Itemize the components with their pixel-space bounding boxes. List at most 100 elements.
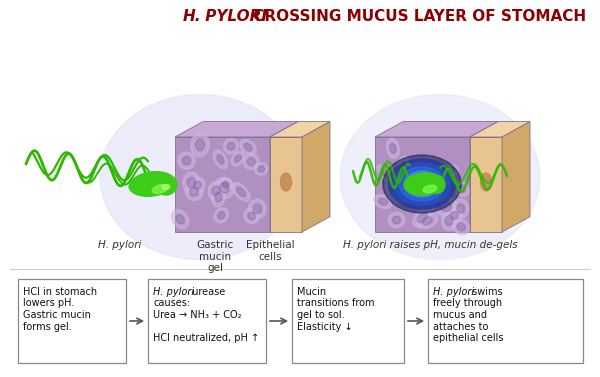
Text: attaches to: attaches to: [433, 322, 488, 331]
Ellipse shape: [212, 186, 220, 196]
Ellipse shape: [400, 162, 407, 173]
Text: lowers pH.: lowers pH.: [23, 299, 74, 308]
Ellipse shape: [152, 185, 168, 193]
Ellipse shape: [236, 187, 245, 196]
Ellipse shape: [389, 143, 396, 153]
Ellipse shape: [374, 195, 392, 208]
Ellipse shape: [454, 180, 469, 197]
Ellipse shape: [458, 184, 465, 193]
Polygon shape: [270, 122, 330, 137]
Ellipse shape: [404, 173, 444, 195]
Ellipse shape: [244, 154, 259, 170]
Text: gel to sol.: gel to sol.: [297, 310, 344, 320]
Ellipse shape: [399, 167, 445, 201]
Ellipse shape: [383, 155, 461, 213]
Ellipse shape: [248, 212, 256, 220]
Ellipse shape: [440, 202, 452, 212]
Ellipse shape: [457, 204, 464, 213]
Ellipse shape: [418, 213, 427, 222]
Ellipse shape: [450, 212, 458, 219]
Ellipse shape: [253, 204, 262, 214]
Ellipse shape: [392, 186, 411, 204]
Ellipse shape: [442, 211, 457, 230]
Ellipse shape: [410, 175, 434, 193]
Ellipse shape: [191, 133, 209, 156]
Ellipse shape: [413, 209, 432, 227]
Ellipse shape: [435, 177, 442, 184]
Ellipse shape: [435, 197, 457, 217]
Ellipse shape: [377, 165, 394, 182]
Ellipse shape: [194, 181, 201, 189]
Ellipse shape: [212, 187, 226, 207]
Ellipse shape: [182, 156, 191, 165]
Ellipse shape: [423, 185, 437, 193]
Text: HCl in stomach: HCl in stomach: [23, 287, 97, 297]
Text: urease: urease: [189, 287, 225, 297]
Text: transitions from: transitions from: [297, 299, 374, 308]
Text: H. pylori: H. pylori: [153, 287, 194, 297]
Text: H. pylori: H. pylori: [433, 287, 474, 297]
Ellipse shape: [172, 210, 189, 228]
Ellipse shape: [217, 155, 224, 164]
Ellipse shape: [231, 152, 244, 166]
Polygon shape: [375, 122, 498, 137]
Ellipse shape: [386, 175, 406, 195]
Ellipse shape: [215, 192, 222, 202]
Text: epithelial cells: epithelial cells: [433, 333, 503, 343]
Polygon shape: [302, 122, 330, 232]
Ellipse shape: [445, 216, 453, 225]
Ellipse shape: [208, 181, 224, 201]
Polygon shape: [470, 137, 502, 232]
Ellipse shape: [391, 180, 401, 190]
Ellipse shape: [453, 219, 470, 235]
FancyBboxPatch shape: [148, 279, 266, 363]
Ellipse shape: [178, 152, 195, 169]
Ellipse shape: [381, 169, 390, 178]
Ellipse shape: [196, 139, 205, 151]
Ellipse shape: [220, 183, 229, 193]
Ellipse shape: [190, 187, 199, 196]
Ellipse shape: [432, 174, 445, 187]
Text: Gastric mucin: Gastric mucin: [23, 310, 91, 320]
Text: H. pylori raises pH, mucin de-gels: H. pylori raises pH, mucin de-gels: [343, 240, 517, 250]
Text: Epithelial
cells: Epithelial cells: [245, 240, 295, 262]
Ellipse shape: [394, 163, 451, 205]
Ellipse shape: [155, 175, 177, 195]
Text: swims: swims: [469, 287, 503, 297]
Text: mucus and: mucus and: [433, 310, 487, 320]
Ellipse shape: [218, 211, 225, 219]
Ellipse shape: [220, 178, 232, 191]
Ellipse shape: [254, 162, 268, 175]
Ellipse shape: [244, 208, 259, 224]
Ellipse shape: [129, 172, 175, 196]
Ellipse shape: [392, 216, 401, 224]
Text: Elasticity ↓: Elasticity ↓: [297, 322, 353, 331]
Text: H.: H.: [183, 9, 202, 24]
Ellipse shape: [445, 165, 458, 176]
Ellipse shape: [187, 177, 196, 188]
Ellipse shape: [404, 171, 440, 197]
Ellipse shape: [244, 143, 252, 151]
Ellipse shape: [214, 208, 229, 223]
FancyBboxPatch shape: [292, 279, 404, 363]
Ellipse shape: [448, 167, 455, 173]
Ellipse shape: [240, 139, 256, 155]
Ellipse shape: [162, 184, 170, 190]
Polygon shape: [375, 137, 470, 232]
Ellipse shape: [435, 201, 440, 209]
FancyBboxPatch shape: [18, 279, 126, 363]
Ellipse shape: [340, 95, 540, 259]
Text: freely through: freely through: [433, 299, 502, 308]
Polygon shape: [470, 122, 530, 137]
Ellipse shape: [386, 180, 403, 199]
Ellipse shape: [409, 166, 428, 185]
Text: Urea → NH₃ + CO₂: Urea → NH₃ + CO₂: [153, 310, 241, 320]
Ellipse shape: [247, 158, 255, 166]
Polygon shape: [470, 122, 498, 232]
Text: CROSSING MUCUS LAYER OF STOMACH: CROSSING MUCUS LAYER OF STOMACH: [248, 9, 586, 24]
FancyBboxPatch shape: [428, 279, 583, 363]
Ellipse shape: [183, 172, 200, 193]
Ellipse shape: [100, 95, 300, 259]
Ellipse shape: [176, 215, 184, 224]
Ellipse shape: [232, 182, 250, 201]
